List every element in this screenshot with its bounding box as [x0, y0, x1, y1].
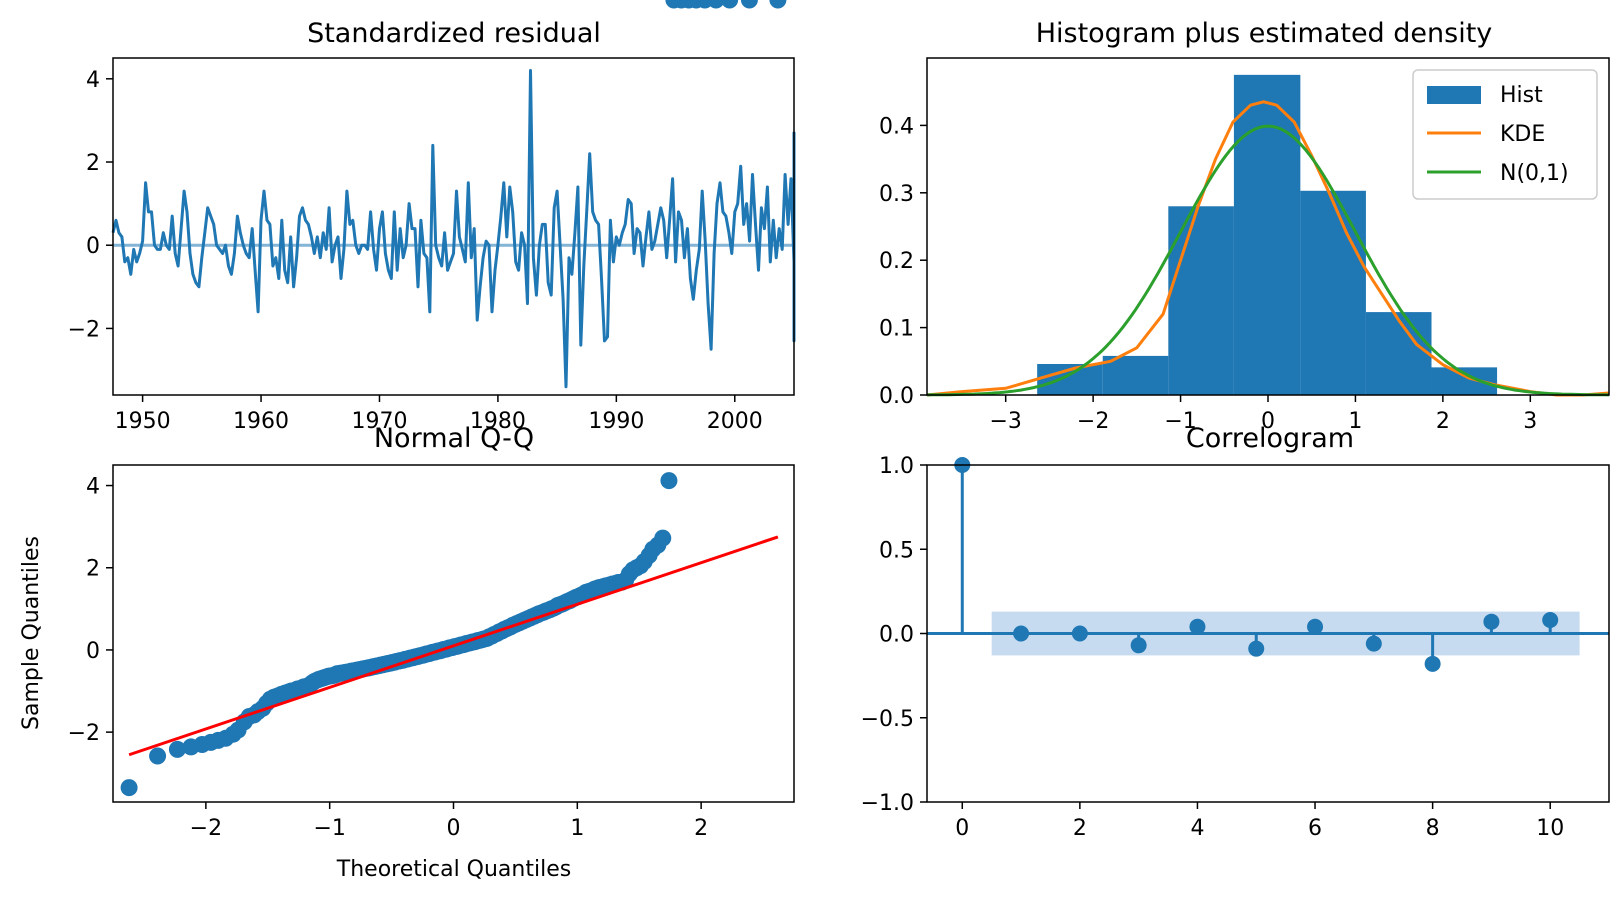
qq-point — [769, 0, 787, 9]
y-tick-label: 2 — [86, 151, 100, 176]
y-tick-label: 0.4 — [879, 114, 914, 139]
acf-marker — [1307, 618, 1324, 635]
x-tick-label: 1960 — [233, 409, 289, 434]
acf-marker — [1365, 635, 1382, 652]
x-tick-label: 1990 — [588, 409, 644, 434]
x-tick-label: 2000 — [707, 409, 763, 434]
residual-title: Standardized residual — [307, 18, 601, 49]
qq-point — [660, 472, 678, 490]
x-tick-label: 1 — [1348, 409, 1362, 434]
x-tick-label: 3 — [1523, 409, 1537, 434]
y-tick-label: 4 — [86, 68, 100, 93]
qq-point — [721, 0, 739, 9]
x-tick-label: 1 — [570, 816, 584, 841]
x-tick-label: 4 — [1190, 816, 1204, 841]
x-tick-label: 0 — [955, 816, 969, 841]
histogram-bar — [1168, 206, 1234, 395]
y-tick-label: −1.0 — [861, 791, 914, 816]
histogram-bar — [1365, 312, 1432, 395]
y-tick-label: −0.5 — [861, 707, 914, 732]
y-tick-label: 0.5 — [879, 538, 914, 563]
acf-marker — [1542, 612, 1559, 629]
x-tick-label: −1 — [1164, 409, 1196, 434]
x-tick-label: 2 — [1436, 409, 1450, 434]
qq-title: Normal Q-Q — [374, 423, 534, 454]
acf-marker — [1013, 625, 1030, 642]
legend-hist-swatch — [1427, 86, 1481, 104]
x-tick-label: −3 — [989, 409, 1021, 434]
x-tick-label: 10 — [1536, 816, 1564, 841]
y-tick-label: 0 — [86, 234, 100, 259]
panel-histogram: Histogram plus estimated density −3 −2 −1 0… — [879, 18, 1610, 434]
acf-marker — [1130, 637, 1147, 654]
qq-ticks: −2 −1 0 1 2 −2 0 2 4 — [68, 475, 709, 841]
y-tick-label: 1.0 — [879, 454, 914, 479]
histogram-legend: Hist KDE N(0,1) — [1412, 69, 1598, 200]
histogram-ticks: −3 −2 −1 0 1 2 3 0.0 0.1 0.2 0.3 0.4 — [879, 114, 1537, 434]
correlogram-title: Correlogram — [1186, 423, 1354, 454]
qq-point — [740, 0, 758, 9]
legend-kde-label: KDE — [1500, 122, 1545, 147]
x-tick-label: 1950 — [115, 409, 171, 434]
residual-axes-frame — [112, 57, 795, 396]
y-tick-label: 0.3 — [879, 182, 914, 207]
panel-correlogram: Correlogram 0 2 4 6 8 10 −1.0 −0.5 0.0 0.5 1.0 — [861, 423, 1610, 841]
y-tick-label: 0.0 — [879, 384, 914, 409]
x-tick-label: −2 — [190, 816, 222, 841]
qq-point — [120, 779, 138, 797]
acf-marker — [1483, 613, 1500, 630]
qq-point — [149, 747, 167, 765]
x-tick-label: −2 — [1077, 409, 1109, 434]
qq-axes-frame — [112, 464, 795, 803]
y-tick-label: 2 — [86, 557, 100, 582]
histogram-bar — [1431, 367, 1498, 395]
acf-marker — [1424, 655, 1441, 672]
y-tick-label: 0.2 — [879, 249, 914, 274]
correlogram-axes-frame — [926, 464, 1610, 803]
x-tick-label: 0 — [447, 816, 461, 841]
legend-normal-label: N(0,1) — [1500, 161, 1569, 186]
x-tick-label: −1 — [313, 816, 345, 841]
histogram-bar — [1102, 355, 1169, 395]
y-tick-label: 0 — [86, 639, 100, 664]
histogram-bar — [1300, 190, 1366, 395]
x-tick-label: 2 — [694, 816, 708, 841]
qq-ylabel: Sample Quantiles — [19, 536, 44, 730]
acf-marker — [1248, 640, 1265, 657]
histogram-bars — [1037, 74, 1498, 395]
acf-marker — [1071, 625, 1088, 642]
qq-point — [168, 740, 186, 758]
histogram-bar — [1233, 74, 1301, 395]
qq-reference-line — [128, 535, 779, 757]
y-tick-label: −2 — [68, 721, 100, 746]
residual-ticks: 1950 1960 1970 1980 1990 2000 −2 0 2 4 — [68, 68, 763, 434]
panel-normal-qq: Normal Q-Q −2 −1 0 1 2 −2 0 2 4 Theoretical Quan… — [19, 0, 795, 882]
x-tick-label: 1970 — [351, 409, 407, 434]
y-tick-label: 0.0 — [879, 623, 914, 648]
qq-xlabel: Theoretical Quantiles — [336, 857, 571, 882]
panel-standardized-residual: Standardized residual 1950 1960 1970 1980 19… — [68, 18, 796, 434]
histogram-axes-frame — [926, 57, 1610, 396]
x-tick-label: 0 — [1261, 409, 1275, 434]
correlogram-stems — [954, 457, 1559, 672]
y-tick-label: 0.1 — [879, 317, 914, 342]
x-tick-label: 2 — [1073, 816, 1087, 841]
x-tick-label: 1980 — [470, 409, 526, 434]
qq-point — [707, 0, 725, 9]
y-tick-label: 4 — [86, 475, 100, 500]
qq-point — [654, 529, 672, 547]
qq-points — [120, 0, 787, 797]
residual-series-line — [111, 69, 796, 389]
histogram-title: Histogram plus estimated density — [1036, 18, 1493, 49]
acf-marker — [1189, 618, 1206, 635]
legend-hist-label: Hist — [1500, 83, 1543, 108]
correlogram-ticks: 0 2 4 6 8 10 −1.0 −0.5 0.0 0.5 1.0 — [861, 454, 1565, 841]
y-tick-label: −2 — [68, 317, 100, 342]
normal-curve — [926, 124, 1610, 397]
x-tick-label: 6 — [1308, 816, 1322, 841]
x-tick-label: 8 — [1426, 816, 1440, 841]
